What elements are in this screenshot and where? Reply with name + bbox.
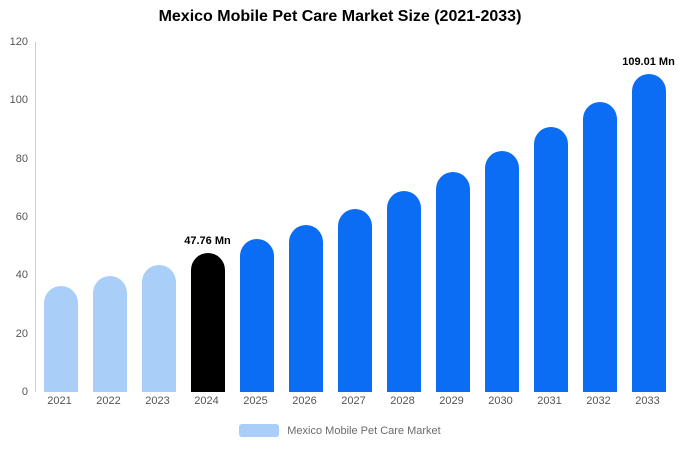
legend-label: Mexico Mobile Pet Care Market xyxy=(287,424,441,437)
bar-column-2021 xyxy=(38,42,84,392)
bar-column-2027 xyxy=(332,42,378,392)
x-tick-label-2023: 2023 xyxy=(145,395,170,407)
x-tick-label-2025: 2025 xyxy=(243,395,268,407)
x-tick-label-2029: 2029 xyxy=(439,395,464,407)
bar-2033 xyxy=(631,74,666,392)
bar-2025 xyxy=(239,239,274,392)
bar-2032 xyxy=(582,101,617,392)
y-axis: 0 20 40 60 80 100 120 xyxy=(0,36,30,398)
legend-swatch-icon xyxy=(239,424,280,437)
bar-column-2030 xyxy=(479,42,525,392)
bar-column-2022 xyxy=(87,42,133,392)
bar-column-2028 xyxy=(381,42,427,392)
bar-column-2033: 109.01 Mn xyxy=(622,42,675,392)
bar-2022 xyxy=(92,275,127,392)
y-tick-label: 80 xyxy=(15,152,28,165)
bar-2028 xyxy=(386,191,421,392)
y-tick-label: 0 xyxy=(21,386,28,398)
x-tick-label-2027: 2027 xyxy=(341,395,366,407)
x-tick-label-2032: 2032 xyxy=(586,395,611,407)
x-tick-label-2030: 2030 xyxy=(488,395,513,407)
bar-column-2025 xyxy=(234,42,280,392)
bar-column-2029 xyxy=(430,42,476,392)
y-tick-label: 120 xyxy=(9,36,28,48)
bar-column-2026 xyxy=(283,42,329,392)
bar-2023 xyxy=(141,264,176,392)
y-tick-label: 40 xyxy=(15,269,28,282)
x-tick-label-2031: 2031 xyxy=(537,395,562,407)
y-tick-label: 100 xyxy=(9,94,28,107)
x-axis: 2021 2022 2023 2024 2025 2026 2027 2028 2029 2030… xyxy=(35,395,672,407)
bar-column-2023 xyxy=(136,42,182,392)
x-tick-label-2026: 2026 xyxy=(292,395,317,407)
bar-2030 xyxy=(484,150,519,392)
bar-2026 xyxy=(288,224,323,392)
bar-column-2032 xyxy=(577,42,623,392)
x-tick-label-2028: 2028 xyxy=(390,395,415,407)
bar-column-2031 xyxy=(528,42,574,392)
chart-title: Mexico Mobile Pet Care Market Size (2021… xyxy=(158,8,522,25)
bar-value-label-2033: 109.01 Mn xyxy=(622,56,675,69)
y-tick-label: 60 xyxy=(15,211,28,223)
legend: Mexico Mobile Pet Care Market xyxy=(0,424,680,437)
bar-column-2024: 47.76 Mn xyxy=(184,42,231,392)
bar-2024 xyxy=(190,252,225,392)
x-tick-label-2024: 2024 xyxy=(194,395,219,407)
x-tick-label-2033: 2033 xyxy=(635,395,660,407)
plot-columns: 47.76 Mn 109.01 Mn xyxy=(36,42,675,392)
plot-area: 47.76 Mn 109.01 Mn xyxy=(35,42,675,392)
bar-2027 xyxy=(337,208,372,392)
bar-2021 xyxy=(43,286,78,392)
bar-value-label-2024: 47.76 Mn xyxy=(184,234,231,247)
x-tick-label-2021: 2021 xyxy=(47,395,72,407)
y-tick-label: 20 xyxy=(15,327,28,340)
bar-2031 xyxy=(533,127,568,392)
x-tick-label-2022: 2022 xyxy=(96,395,121,407)
bar-2029 xyxy=(435,171,470,392)
